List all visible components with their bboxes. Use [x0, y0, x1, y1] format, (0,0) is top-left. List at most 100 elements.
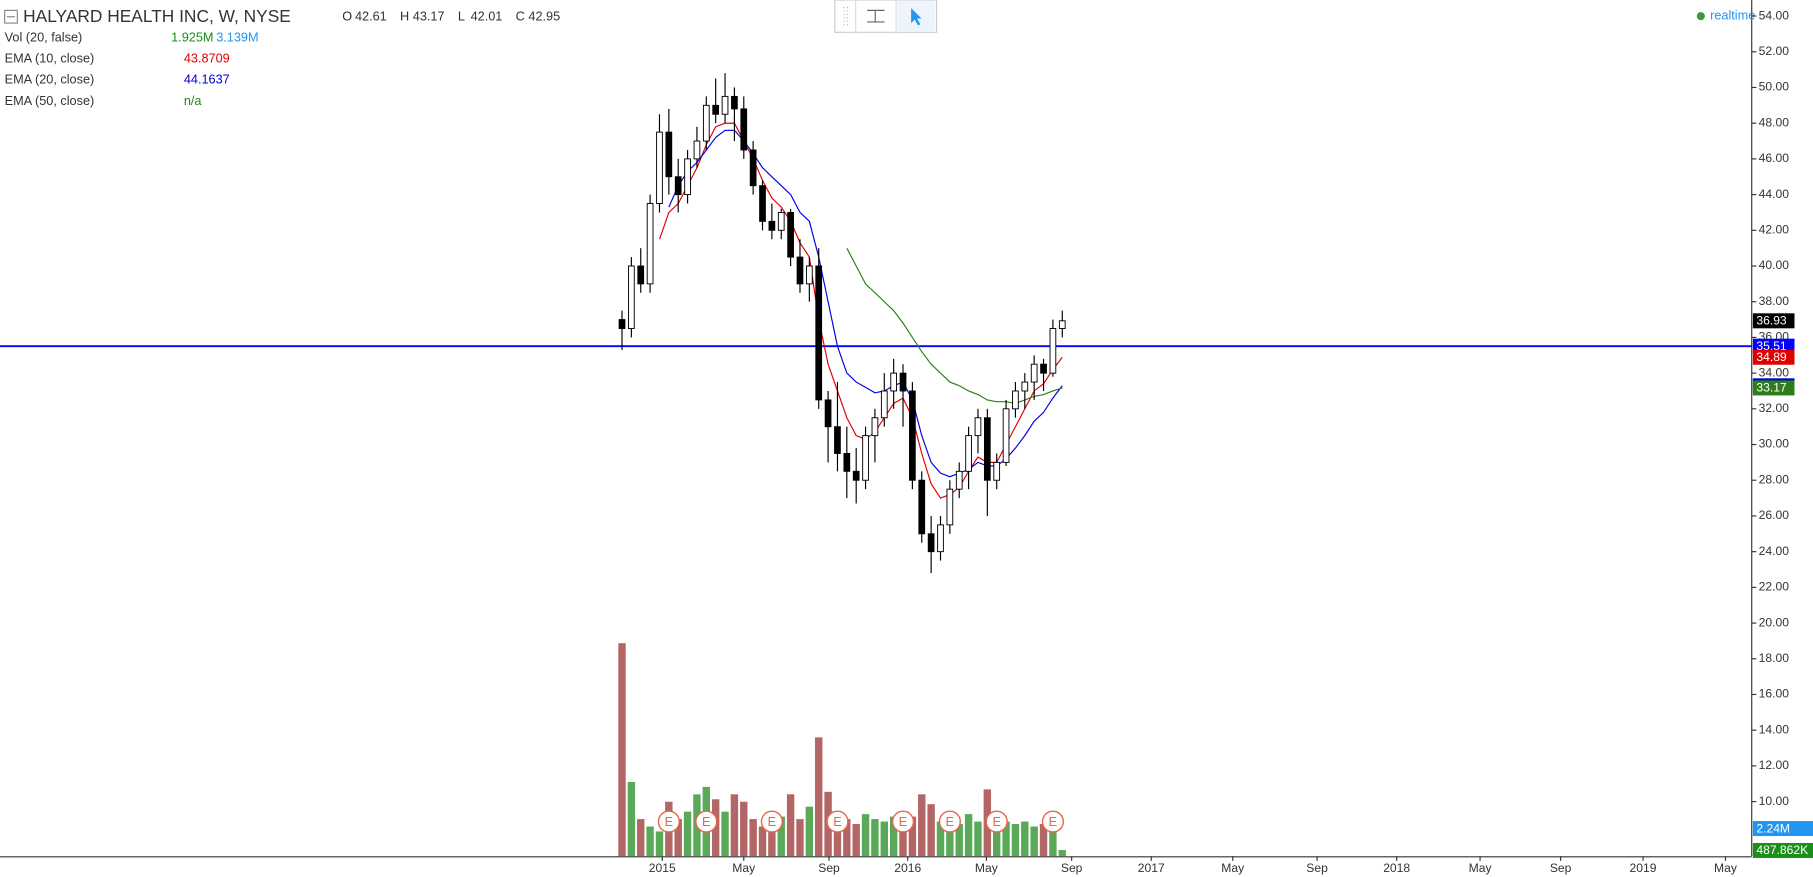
- candle-body: [777, 211, 785, 231]
- candle-body: [805, 265, 813, 285]
- volume-bar: [655, 831, 664, 857]
- y-tick-label: 44.00: [1759, 187, 1790, 201]
- indicator-value: 1.925M: [171, 30, 213, 44]
- volume-bar: [1039, 824, 1048, 857]
- indicator-value: 43.8709: [184, 52, 230, 66]
- earnings-label: E: [899, 815, 907, 829]
- candle-body: [909, 390, 916, 481]
- candle-body: [993, 461, 1001, 481]
- ema-tag: [1752, 380, 1795, 396]
- last-price-tag-label: 36.93: [1756, 314, 1787, 328]
- volume-bar: [1011, 824, 1020, 857]
- y-tick-label: 26.00: [1759, 508, 1790, 522]
- x-tick-label: May: [1221, 861, 1245, 875]
- volume-bar: [889, 816, 898, 857]
- indicator-name: EMA (10, close): [5, 52, 95, 66]
- candle-body: [937, 524, 944, 553]
- price-axis-bg: [1751, 0, 1813, 877]
- indicator-name: EMA (50, close): [5, 94, 95, 108]
- earnings-label: E: [1049, 815, 1057, 829]
- ema-tag-label: 33.17: [1756, 381, 1787, 395]
- candle-body: [1002, 408, 1010, 463]
- volume-bar: [796, 819, 804, 857]
- candle-body: [871, 417, 879, 437]
- price-line-tag-label: 35.51: [1756, 339, 1787, 353]
- volume-bar: [1058, 850, 1066, 857]
- ohlc-value: 42.01: [471, 10, 503, 24]
- ohlc-value: 42.61: [355, 10, 387, 24]
- candle-body: [843, 453, 851, 472]
- candle-body: [731, 95, 738, 110]
- volume-bar: [768, 824, 776, 857]
- symbol-title: HALYARD HEALTH INC, W, NYSE: [23, 6, 291, 26]
- ema-tag-label: 34.89: [1756, 350, 1787, 364]
- volume-tag-label: 2.24M: [1756, 821, 1790, 835]
- candle-body: [768, 220, 776, 231]
- candle-body: [721, 95, 729, 115]
- candle-body: [1030, 363, 1038, 383]
- candle-body: [974, 417, 982, 437]
- volume-bar: [758, 826, 767, 857]
- x-tick-label: Sep: [1550, 861, 1572, 875]
- indicator-value: 44.1637: [184, 73, 230, 87]
- volume-bar: [637, 819, 645, 857]
- volume-bar: [777, 816, 785, 857]
- x-tick-label: Sep: [1061, 861, 1083, 875]
- ohlc-value: 42.95: [528, 10, 560, 24]
- volume-bar: [992, 814, 1001, 857]
- last-price-tag: [1752, 313, 1795, 329]
- realtime-label: realtime: [1710, 9, 1755, 23]
- volume-bar: [852, 824, 860, 857]
- ema-line: [658, 122, 1063, 499]
- scale-icon: [867, 9, 885, 23]
- ohlc-key: O: [342, 10, 352, 24]
- y-tick-label: 20.00: [1759, 615, 1790, 629]
- candle-body: [815, 265, 823, 401]
- candle-body: [787, 211, 794, 258]
- indicator-value: n/a: [184, 94, 203, 108]
- x-tick-label: 2019: [1630, 861, 1657, 875]
- collapse-icon[interactable]: [4, 9, 18, 24]
- x-tick-label: 2018: [1383, 861, 1410, 875]
- volume-bar: [721, 811, 729, 857]
- candle-body: [665, 131, 673, 178]
- y-tick-label: 48.00: [1759, 115, 1790, 129]
- volume-bar: [861, 814, 870, 857]
- volume-bar: [749, 819, 757, 857]
- earnings-label: E: [992, 815, 1000, 829]
- volume-tag-label: 487.862K: [1756, 843, 1808, 857]
- candle-body: [824, 399, 832, 428]
- earnings-label: E: [665, 815, 673, 829]
- candle-body: [1021, 381, 1029, 392]
- candle-body: [852, 470, 860, 481]
- x-tick-label: 2016: [894, 861, 921, 875]
- candle-body: [618, 319, 626, 329]
- candle-body: [946, 488, 954, 526]
- y-tick-label: 18.00: [1759, 651, 1790, 665]
- volume-bar: [1021, 821, 1029, 857]
- y-tick-label: 32.00: [1759, 401, 1790, 415]
- volume-bar: [683, 811, 692, 857]
- volume-bar: [646, 826, 654, 857]
- indicator-name: Vol (20, false): [5, 30, 83, 44]
- x-tick-label: May: [732, 861, 756, 875]
- x-tick-label: May: [975, 861, 999, 875]
- volume-bar: [927, 804, 935, 857]
- volume-bar: [964, 814, 973, 857]
- indicator-name: EMA (20, close): [5, 73, 95, 87]
- y-tick-label: 22.00: [1759, 580, 1790, 594]
- y-tick-label: 28.00: [1759, 472, 1790, 486]
- earnings-marker: [826, 810, 849, 833]
- candle-body: [880, 390, 888, 419]
- volume-bar: [805, 806, 814, 857]
- candle-body: [674, 176, 682, 196]
- candle-body: [1058, 320, 1066, 329]
- volume-bar: [974, 821, 982, 857]
- toolbar[interactable]: [834, 0, 938, 33]
- candle-body: [955, 470, 963, 490]
- candle-body: [899, 372, 907, 392]
- x-tick-label: 2017: [1138, 861, 1165, 875]
- volume-bar: [1002, 821, 1010, 857]
- volume-bar: [618, 643, 626, 857]
